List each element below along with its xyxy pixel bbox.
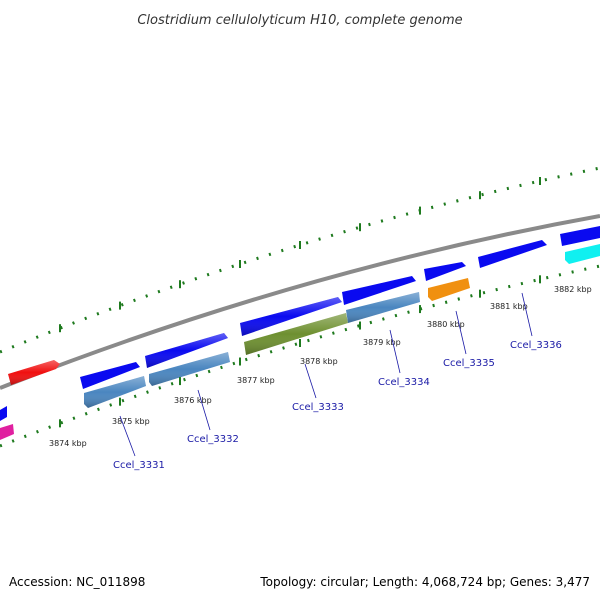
gene-label-ccel-3334[interactable]: Ccel_3334 xyxy=(378,377,430,388)
tick-label: 3881 kbp xyxy=(490,302,528,311)
cyan-feature xyxy=(565,244,600,264)
gene-labels: Ccel_3331 Ccel_3332 Ccel_3333 Ccel_3334 … xyxy=(113,340,562,471)
orange-feature xyxy=(428,278,470,301)
tick-label: 3876 kbp xyxy=(174,396,212,405)
cds-forward xyxy=(80,362,140,389)
tick-label: 3878 kbp xyxy=(300,357,338,366)
tick-label: 3875 kbp xyxy=(112,417,150,426)
tick-label: 3882 kbp xyxy=(554,285,592,294)
kbp-tick-labels: 3874 kbp 3875 kbp 3876 kbp 3877 kbp 3878… xyxy=(49,285,592,448)
map-title: Clostridium cellulolyticum H10, complete… xyxy=(137,13,462,28)
forward-strand-features xyxy=(0,226,600,421)
gene-label-ccel-3332[interactable]: Ccel_3332 xyxy=(187,434,239,445)
gene-label-ccel-3336[interactable]: Ccel_3336 xyxy=(510,340,562,351)
magenta-feature xyxy=(0,424,14,440)
tick-label: 3880 kbp xyxy=(427,320,465,329)
tick-label: 3877 kbp xyxy=(237,376,275,385)
inner-major-ticks xyxy=(59,275,541,428)
reverse-strand-features xyxy=(0,244,600,440)
gene-label-ccel-3335[interactable]: Ccel_3335 xyxy=(443,358,495,369)
outer-major-ticks xyxy=(59,177,541,333)
tick-label: 3874 kbp xyxy=(49,439,87,448)
gene-label-ccel-3331[interactable]: Ccel_3331 xyxy=(113,460,165,471)
cds-forward xyxy=(342,276,416,305)
cds-forward xyxy=(560,226,600,246)
tick-label: 3879 kbp xyxy=(363,338,401,347)
gene-label-ccel-3333[interactable]: Ccel_3333 xyxy=(292,402,344,413)
outer-tick-ring xyxy=(0,166,600,354)
cds-forward xyxy=(478,240,547,268)
genome-summary-text: Topology: circular; Length: 4,068,724 bp… xyxy=(259,575,590,589)
accession-text: Accession: NC_011898 xyxy=(9,575,145,589)
gene-leader-lines xyxy=(119,292,533,457)
cds-forward xyxy=(424,262,466,281)
genome-backbone xyxy=(0,214,600,390)
cds-forward xyxy=(0,406,7,421)
